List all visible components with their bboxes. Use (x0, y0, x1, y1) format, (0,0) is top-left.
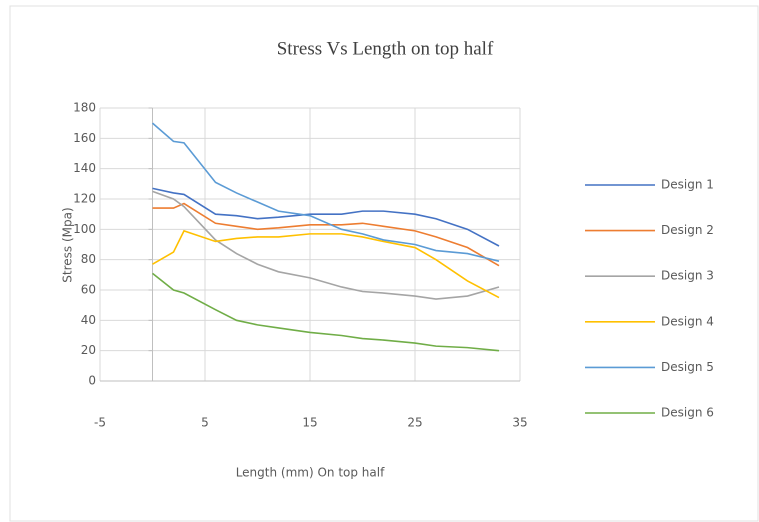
y-tick-label: 40 (81, 313, 96, 327)
series-line (152, 229, 500, 299)
series-line (152, 272, 500, 352)
legend-label: Design 5 (661, 360, 714, 374)
x-tick-label: -5 (94, 416, 106, 430)
chart-border (9, 5, 759, 522)
y-tick-label: 180 (73, 101, 96, 115)
legend-label: Design 3 (661, 269, 714, 283)
x-tick-label: 15 (302, 416, 317, 430)
legend-label: Design 1 (661, 178, 714, 192)
x-tick-label: 25 (407, 416, 422, 430)
series-line (152, 187, 500, 247)
x-tick-label: 35 (512, 416, 527, 430)
y-tick-label: 60 (81, 283, 96, 297)
y-tick-label: 160 (73, 131, 96, 145)
series-line (152, 202, 500, 267)
y-tick-label: 140 (73, 161, 96, 175)
x-axis-label: Length (mm) On top half (236, 466, 385, 480)
legend-label: Design 4 (661, 314, 714, 328)
y-tick-label: 120 (73, 192, 96, 206)
y-tick-label: 100 (73, 222, 96, 236)
y-axis-label: Stress (Mpa) (61, 207, 75, 282)
series-line (152, 190, 500, 300)
x-tick-label: 5 (201, 416, 209, 430)
series-line (151, 122, 500, 262)
y-tick-label: 20 (81, 343, 96, 357)
chart-title: Stress Vs Length on top half (277, 38, 494, 59)
legend-label: Design 2 (661, 223, 714, 237)
legend-label: Design 6 (661, 406, 714, 420)
y-tick-label: 0 (88, 374, 96, 388)
y-tick-label: 80 (81, 252, 96, 266)
